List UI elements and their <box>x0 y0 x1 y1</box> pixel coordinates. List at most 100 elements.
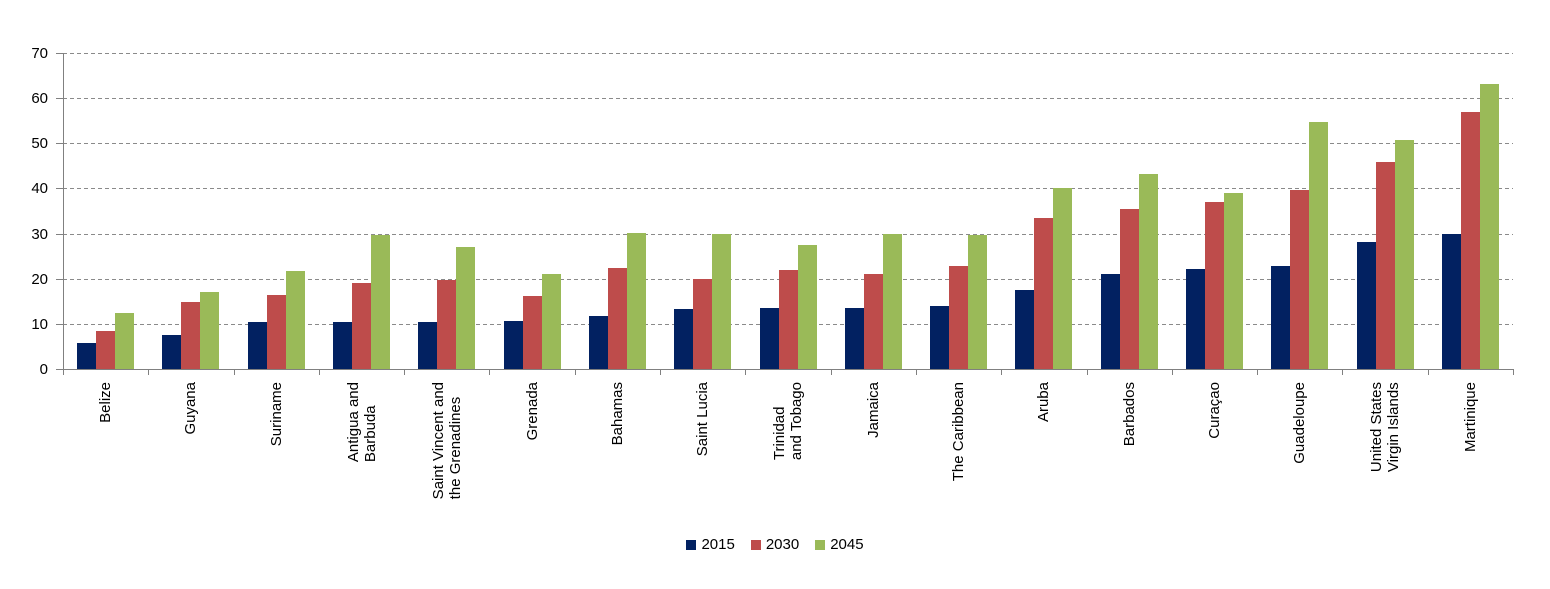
x-axis-category-label: Guadeloupe <box>1291 382 1309 464</box>
bar-2045 <box>1479 83 1499 369</box>
gridline-70 <box>63 53 1513 54</box>
x-axis-category-label: Antigua and Barbuda <box>344 382 379 463</box>
x-axis-tick <box>574 369 576 375</box>
x-axis-tick <box>489 369 491 375</box>
bar-2045 <box>541 274 561 369</box>
legend-item-2045: 2045 <box>815 536 864 553</box>
legend-item-2030: 2030 <box>750 536 800 553</box>
x-axis-tick <box>660 369 662 375</box>
x-axis-category-label: Jamaica <box>864 382 882 438</box>
y-axis-tick-label: 10 <box>31 315 48 333</box>
x-axis-category-label: Grenada <box>523 382 541 441</box>
y-axis-tick <box>56 188 63 190</box>
bar-2015 <box>844 307 864 369</box>
legend-label-2045: 2045 <box>830 536 864 553</box>
x-axis-tick <box>1171 369 1173 375</box>
gridline-40 <box>63 188 1513 190</box>
bar-2030 <box>96 330 116 369</box>
bar-2015 <box>1015 290 1035 369</box>
bar-2045 <box>712 234 732 369</box>
x-axis-category-label: Barbados <box>1120 382 1138 447</box>
bar-2045 <box>1309 121 1329 369</box>
bar-2030 <box>266 295 286 369</box>
x-axis-tick <box>148 369 150 375</box>
x-axis-tick <box>1342 369 1344 375</box>
y-axis-line <box>63 53 64 369</box>
x-axis-tick <box>1086 369 1088 375</box>
bar-2045 <box>1223 192 1243 369</box>
y-axis-tick <box>56 53 63 54</box>
y-axis-tick-label: 20 <box>31 270 48 288</box>
x-axis-tick <box>233 369 235 375</box>
y-axis-tick <box>56 98 63 100</box>
bar-2015 <box>1356 241 1376 369</box>
x-axis-tick <box>1427 369 1429 375</box>
y-axis-tick-label: 30 <box>31 225 48 243</box>
bar-2015 <box>588 316 608 369</box>
bar-2030 <box>1290 190 1310 369</box>
x-axis-tick <box>830 369 832 375</box>
bar-2045 <box>1138 173 1158 369</box>
gridline-60 <box>63 98 1513 100</box>
x-axis-category-label: Bahamas <box>608 382 626 446</box>
x-axis-tick <box>1001 369 1003 375</box>
bar-2045 <box>115 312 135 369</box>
x-axis-tick <box>745 369 747 375</box>
x-axis-category-label: Curaçao <box>1205 382 1223 439</box>
bar-2015 <box>759 308 779 369</box>
gridline-50 <box>63 143 1513 145</box>
bar-2015 <box>674 309 694 369</box>
bar-2015 <box>247 321 267 369</box>
bar-2030 <box>1460 111 1480 369</box>
x-axis-line <box>63 369 1514 370</box>
x-axis-category-label: Saint Vincent and the Grenadines <box>429 382 464 500</box>
bar-2045 <box>1394 139 1414 369</box>
x-axis-tick <box>63 369 64 375</box>
legend-label-2030: 2030 <box>765 536 800 553</box>
bar-2030 <box>1119 208 1139 369</box>
bar-2045 <box>456 247 476 369</box>
bar-2030 <box>607 268 627 369</box>
x-axis-category-label: Saint Lucia <box>694 382 712 457</box>
legend-item-2015: 2015 <box>686 536 735 553</box>
bar-2045 <box>285 270 305 369</box>
x-axis-tick <box>915 369 917 375</box>
bar-2045 <box>882 233 902 369</box>
bar-2015 <box>1100 274 1120 369</box>
y-axis-tick <box>56 369 63 370</box>
bar-2045 <box>200 292 220 369</box>
x-axis-category-label: Guyana <box>182 382 200 435</box>
bar-2015 <box>1441 233 1461 369</box>
legend: 2015 2030 2045 <box>0 536 1550 553</box>
bar-2030 <box>181 302 201 369</box>
legend-swatch-2015 <box>686 539 697 550</box>
bar-2030 <box>949 266 969 369</box>
bar-2045 <box>1053 187 1073 369</box>
bar-2045 <box>968 234 988 369</box>
y-axis-tick-label: 40 <box>31 180 48 198</box>
bar-2015 <box>418 321 438 369</box>
bar-2045 <box>371 235 391 369</box>
bar-2015 <box>162 335 182 369</box>
bar-2030 <box>522 296 542 369</box>
legend-label-2015: 2015 <box>701 536 735 553</box>
bar-2030 <box>437 280 457 369</box>
bar-2030 <box>778 270 798 369</box>
bar-2030 <box>863 273 883 369</box>
bar-2015 <box>77 342 97 369</box>
legend-swatch-2045 <box>815 539 826 550</box>
y-axis-tick <box>56 143 63 145</box>
x-axis-category-label: Martinique <box>1461 382 1479 453</box>
bar-2030 <box>1204 201 1224 369</box>
x-axis-tick <box>1257 369 1259 375</box>
y-axis-tick-label: 0 <box>39 361 48 378</box>
bar-2030 <box>693 278 713 369</box>
y-axis-tick <box>56 323 63 325</box>
y-axis-tick-label: 50 <box>31 135 48 153</box>
bar-2015 <box>1271 266 1291 369</box>
x-axis-tick <box>318 369 320 375</box>
bar-2045 <box>626 232 646 369</box>
bar-2015 <box>930 305 950 369</box>
